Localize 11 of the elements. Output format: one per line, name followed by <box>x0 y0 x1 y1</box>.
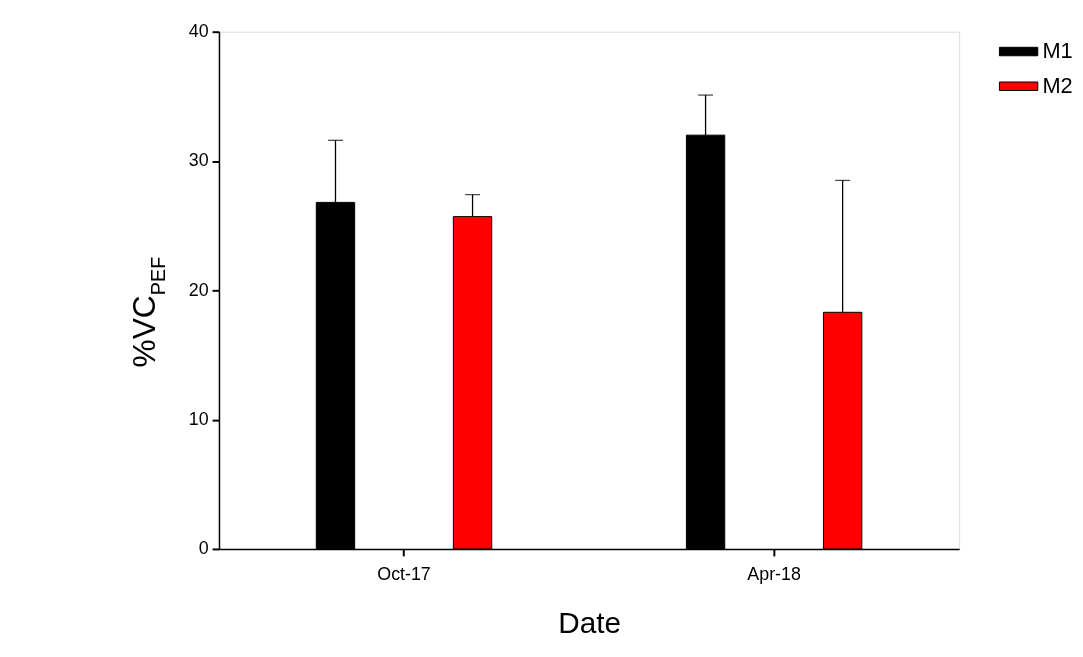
y-tick-label: 10 <box>188 409 209 430</box>
y-tick-label: 40 <box>188 21 209 42</box>
y-tick-label: 0 <box>198 538 209 559</box>
x-tick-label: Apr-18 <box>747 564 801 585</box>
legend-label: M1 <box>1042 38 1073 64</box>
y-axis-title: %VCPEF <box>125 256 170 368</box>
y-tick-label: 20 <box>188 279 209 300</box>
y-tick-label: 30 <box>188 150 209 171</box>
legend-label: M2 <box>1042 73 1073 99</box>
x-axis-title: Date <box>558 605 621 639</box>
x-tick-label: Oct-17 <box>377 564 431 585</box>
